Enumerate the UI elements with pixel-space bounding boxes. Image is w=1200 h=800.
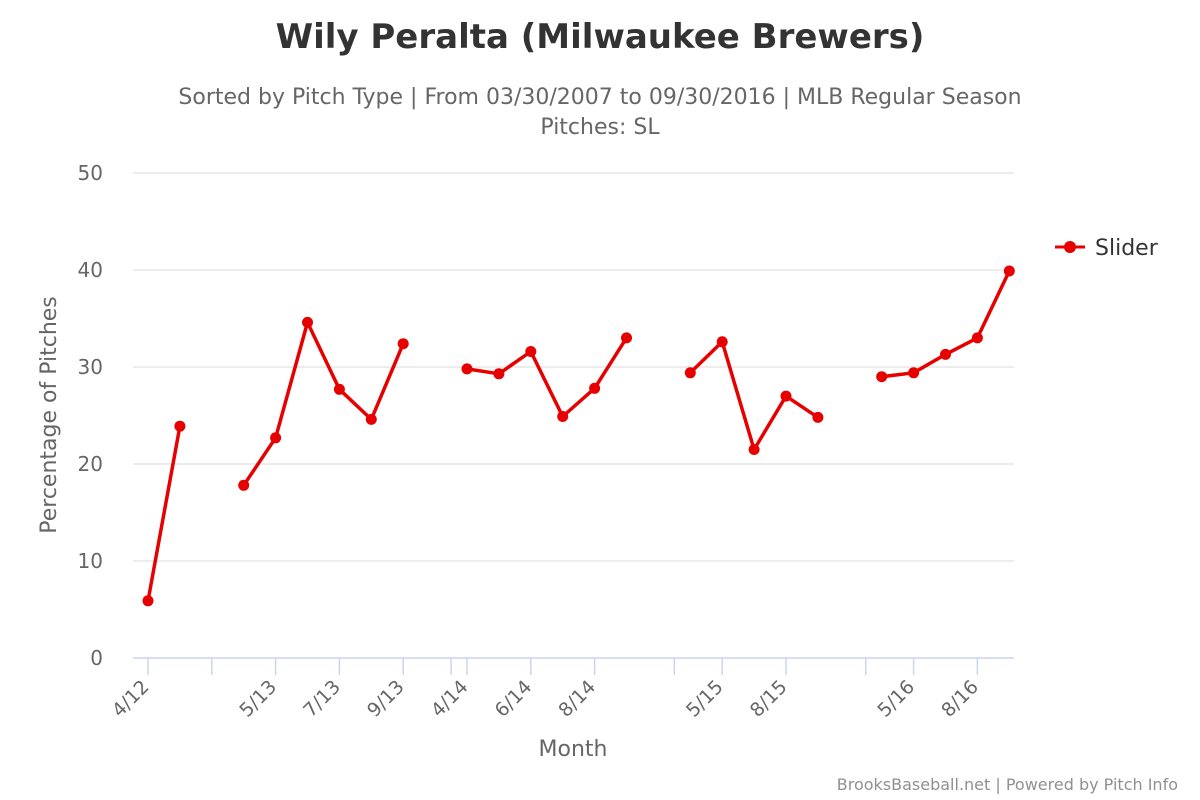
y-axis-ticks: 0 10 20 30 40 50 bbox=[78, 161, 103, 670]
data-point-1-4 bbox=[365, 413, 377, 425]
data-point-0-0 bbox=[142, 595, 154, 607]
series-line-segment-4 bbox=[879, 269, 1012, 379]
y-tick-label-30: 30 bbox=[78, 355, 103, 379]
legend-marker-slider bbox=[1064, 241, 1076, 253]
y-tick-label-0: 0 bbox=[90, 646, 103, 670]
x-axis-title: Month bbox=[539, 737, 608, 762]
data-point-2-5 bbox=[621, 332, 632, 344]
y-tick-label-40: 40 bbox=[78, 258, 103, 282]
y-tick-label-50: 50 bbox=[78, 161, 103, 185]
data-point-1-3 bbox=[333, 383, 345, 395]
data-point-2-1 bbox=[493, 368, 505, 380]
x-tick-label-9: 5/16 bbox=[873, 676, 919, 722]
x-tick-label-8: 8/15 bbox=[746, 676, 792, 722]
series-line-segment-3 bbox=[688, 340, 820, 452]
data-point-3-3 bbox=[780, 390, 792, 402]
data-point-1-2 bbox=[302, 316, 313, 328]
data-point-0-1 bbox=[174, 420, 186, 432]
x-tick-label-6: 8/14 bbox=[554, 676, 600, 722]
x-tick-label-3: 9/13 bbox=[363, 676, 409, 722]
x-tick-label-7: 5/15 bbox=[682, 676, 728, 722]
x-axis: 4/12 5/13 7/13 9/13 4/14 6/14 8/14 5/15 8/15 5/16… bbox=[108, 657, 1014, 722]
series-line-segment-2 bbox=[465, 336, 629, 419]
data-point-3-4 bbox=[812, 411, 824, 423]
legend-label-slider: Slider bbox=[1095, 236, 1159, 261]
series-layer bbox=[142, 265, 1015, 607]
data-point-3-1 bbox=[716, 336, 728, 348]
x-tick-label-4: 4/14 bbox=[427, 676, 473, 722]
x-tick-label-1: 5/13 bbox=[235, 676, 281, 722]
data-point-1-5 bbox=[397, 338, 409, 350]
y-axis-title: Percentage of Pitches bbox=[37, 296, 62, 534]
x-tick-label-0: 4/12 bbox=[108, 676, 154, 722]
legend[interactable]: Slider bbox=[1055, 236, 1159, 261]
data-point-2-0 bbox=[461, 363, 473, 375]
chart-subtitle-line1: Sorted by Pitch Type | From 03/30/2007 t… bbox=[178, 85, 1021, 110]
data-point-4-1 bbox=[908, 367, 920, 379]
data-point-4-2 bbox=[940, 348, 951, 360]
chart-subtitle-line2: Pitches: SL bbox=[540, 115, 660, 140]
chart-title: Wily Peralta (Milwaukee Brewers) bbox=[276, 17, 925, 57]
x-tick-label-5: 6/14 bbox=[491, 676, 537, 722]
data-point-4-0 bbox=[876, 371, 888, 383]
data-point-2-3 bbox=[557, 411, 569, 422]
series-line-segment-1 bbox=[241, 320, 405, 488]
x-tick-label-2: 7/13 bbox=[299, 676, 345, 722]
data-point-2-2 bbox=[525, 346, 537, 357]
series-line-segment-0 bbox=[146, 424, 182, 603]
y-tick-label-10: 10 bbox=[78, 549, 103, 573]
data-point-2-4 bbox=[589, 382, 601, 394]
data-point-4-4 bbox=[1003, 265, 1015, 277]
data-point-4-3 bbox=[971, 332, 983, 344]
credits[interactable]: BrooksBaseball.net | Powered by Pitch In… bbox=[837, 775, 1178, 794]
data-point-1-1 bbox=[270, 432, 282, 444]
data-point-3-0 bbox=[684, 367, 696, 379]
y-tick-label-20: 20 bbox=[78, 452, 103, 476]
x-tick-label-10: 8/16 bbox=[937, 676, 983, 722]
data-point-1-0 bbox=[238, 479, 250, 491]
grid-lines bbox=[133, 172, 1014, 562]
data-point-3-2 bbox=[748, 444, 760, 455]
